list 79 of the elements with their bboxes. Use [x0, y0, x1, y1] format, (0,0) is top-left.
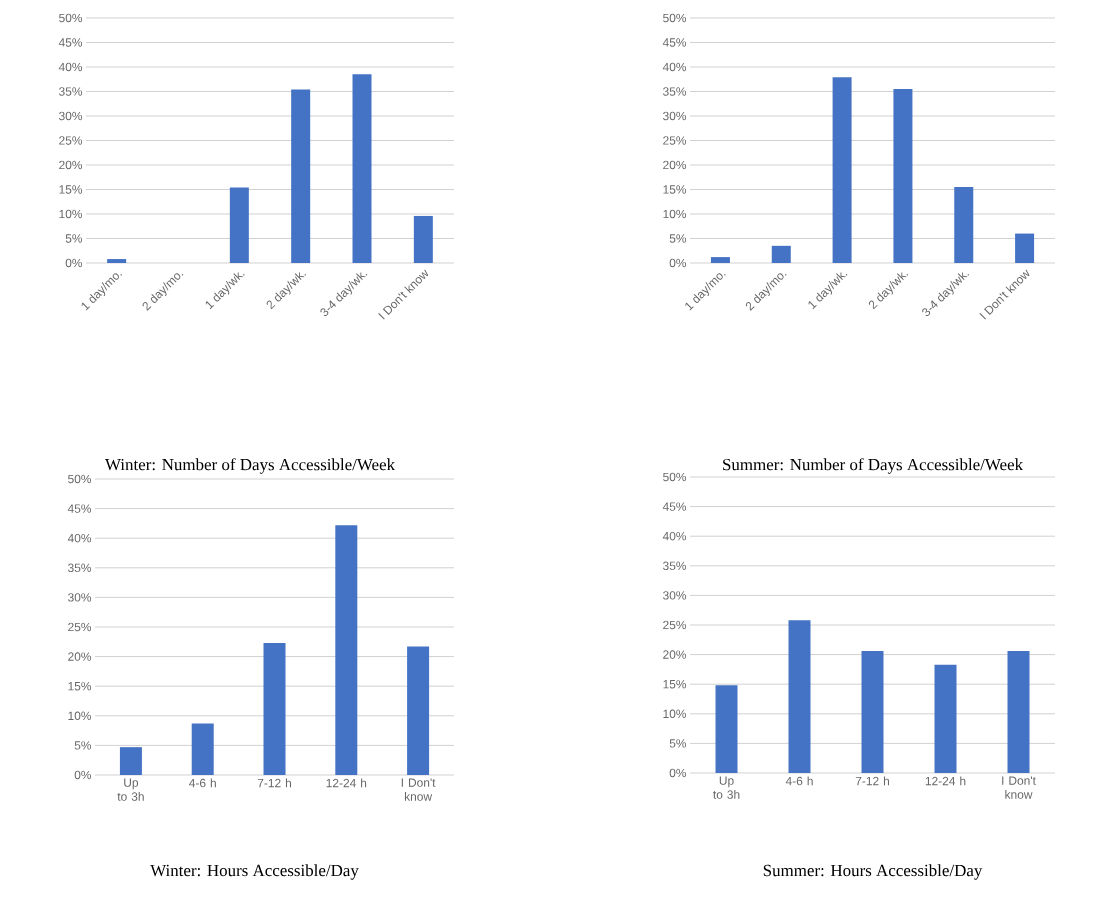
text: Summer: Hours Accessible/Day: [763, 864, 983, 880]
y-tick-label: 30%: [663, 591, 687, 600]
bar: [861, 651, 884, 773]
y-tick-label: 20%: [663, 650, 687, 659]
bar: [263, 642, 286, 775]
y-tick-label: 40%: [67, 533, 92, 543]
y-tick-label: 30%: [68, 593, 92, 602]
x-tick-label: 7-12 h: [855, 776, 890, 786]
y-tick-label: 35%: [68, 563, 92, 573]
y-tick-label: 10%: [663, 209, 687, 219]
x-tick-label: 12-24 h: [925, 776, 966, 786]
bar: [788, 620, 811, 773]
text: Summer: Number of Days Accessible/Week: [723, 458, 1024, 474]
y-tick-label: 45%: [58, 38, 83, 47]
x-tick-label: 4-6 h: [785, 776, 813, 786]
bar: [335, 525, 358, 775]
bar: [715, 685, 738, 773]
y-tick-label: 30%: [59, 111, 83, 121]
y-tick-label: 20%: [68, 652, 92, 661]
y-tick-label: 50%: [68, 474, 92, 484]
y-tick-label: 5%: [74, 741, 92, 750]
x-tick-label: Up to 3h: [713, 776, 740, 799]
y-tick-label: 25%: [663, 136, 687, 145]
x-tick-label: 12-24 h: [326, 778, 367, 788]
y-tick-label: 30%: [663, 111, 687, 121]
y-tick-label: 15%: [663, 185, 687, 194]
y-tick-label: 10%: [68, 711, 92, 721]
bar: [229, 187, 249, 263]
y-tick-label: 45%: [662, 502, 687, 511]
y-tick-label: 0%: [669, 258, 687, 268]
y-tick-label: 25%: [663, 620, 687, 630]
y-tick-label: 0%: [74, 770, 92, 780]
text: Winter: Number of Days Accessible/Week: [105, 458, 396, 474]
bar: [191, 723, 214, 775]
y-tick-label: 35%: [663, 561, 687, 571]
bar: [291, 89, 311, 263]
y-tick-label: 0%: [65, 258, 83, 268]
x-tick-label: 4-6 h: [189, 778, 216, 788]
bar: [119, 747, 142, 775]
y-tick-label: 10%: [663, 709, 687, 719]
y-tick-label: 35%: [663, 87, 687, 96]
x-tick-label: Up to 3h: [117, 778, 144, 801]
bar: [832, 77, 852, 263]
y-tick-label: 40%: [58, 62, 83, 72]
bar: [1015, 233, 1035, 263]
y-tick-label: 45%: [67, 504, 92, 513]
bar: [1007, 651, 1030, 773]
y-tick-label: 40%: [662, 531, 687, 541]
y-tick-label: 5%: [669, 739, 687, 748]
bar: [893, 89, 913, 263]
x-tick-label: I Don't know: [401, 778, 436, 801]
y-tick-label: 20%: [59, 160, 83, 170]
bar: [352, 74, 372, 263]
y-tick-label: 50%: [663, 472, 687, 482]
x-tick-label: I Don't know: [1002, 776, 1036, 799]
y-tick-label: 25%: [59, 136, 83, 145]
y-tick-label: 15%: [59, 185, 83, 194]
bar: [934, 664, 957, 773]
bar: [710, 257, 730, 263]
y-tick-label: 40%: [662, 62, 687, 72]
x-tick-label: 7-12 h: [257, 778, 292, 788]
y-tick-label: 45%: [662, 38, 687, 47]
bar: [407, 646, 430, 775]
bar: [413, 215, 433, 263]
y-tick-label: 5%: [669, 234, 687, 243]
y-tick-label: 15%: [68, 681, 92, 691]
text: Winter: Hours Accessible/Day: [150, 864, 359, 880]
y-tick-label: 35%: [59, 87, 83, 96]
y-tick-label: 5%: [65, 234, 83, 243]
bar: [954, 187, 974, 263]
bar: [107, 259, 127, 263]
y-tick-label: 25%: [68, 622, 92, 632]
y-tick-label: 10%: [59, 209, 83, 219]
y-tick-label: 50%: [59, 13, 83, 23]
y-tick-label: 20%: [663, 160, 687, 170]
y-tick-label: 50%: [663, 13, 687, 23]
bar: [771, 245, 791, 263]
y-tick-label: 15%: [663, 679, 687, 689]
y-tick-label: 0%: [669, 768, 687, 778]
